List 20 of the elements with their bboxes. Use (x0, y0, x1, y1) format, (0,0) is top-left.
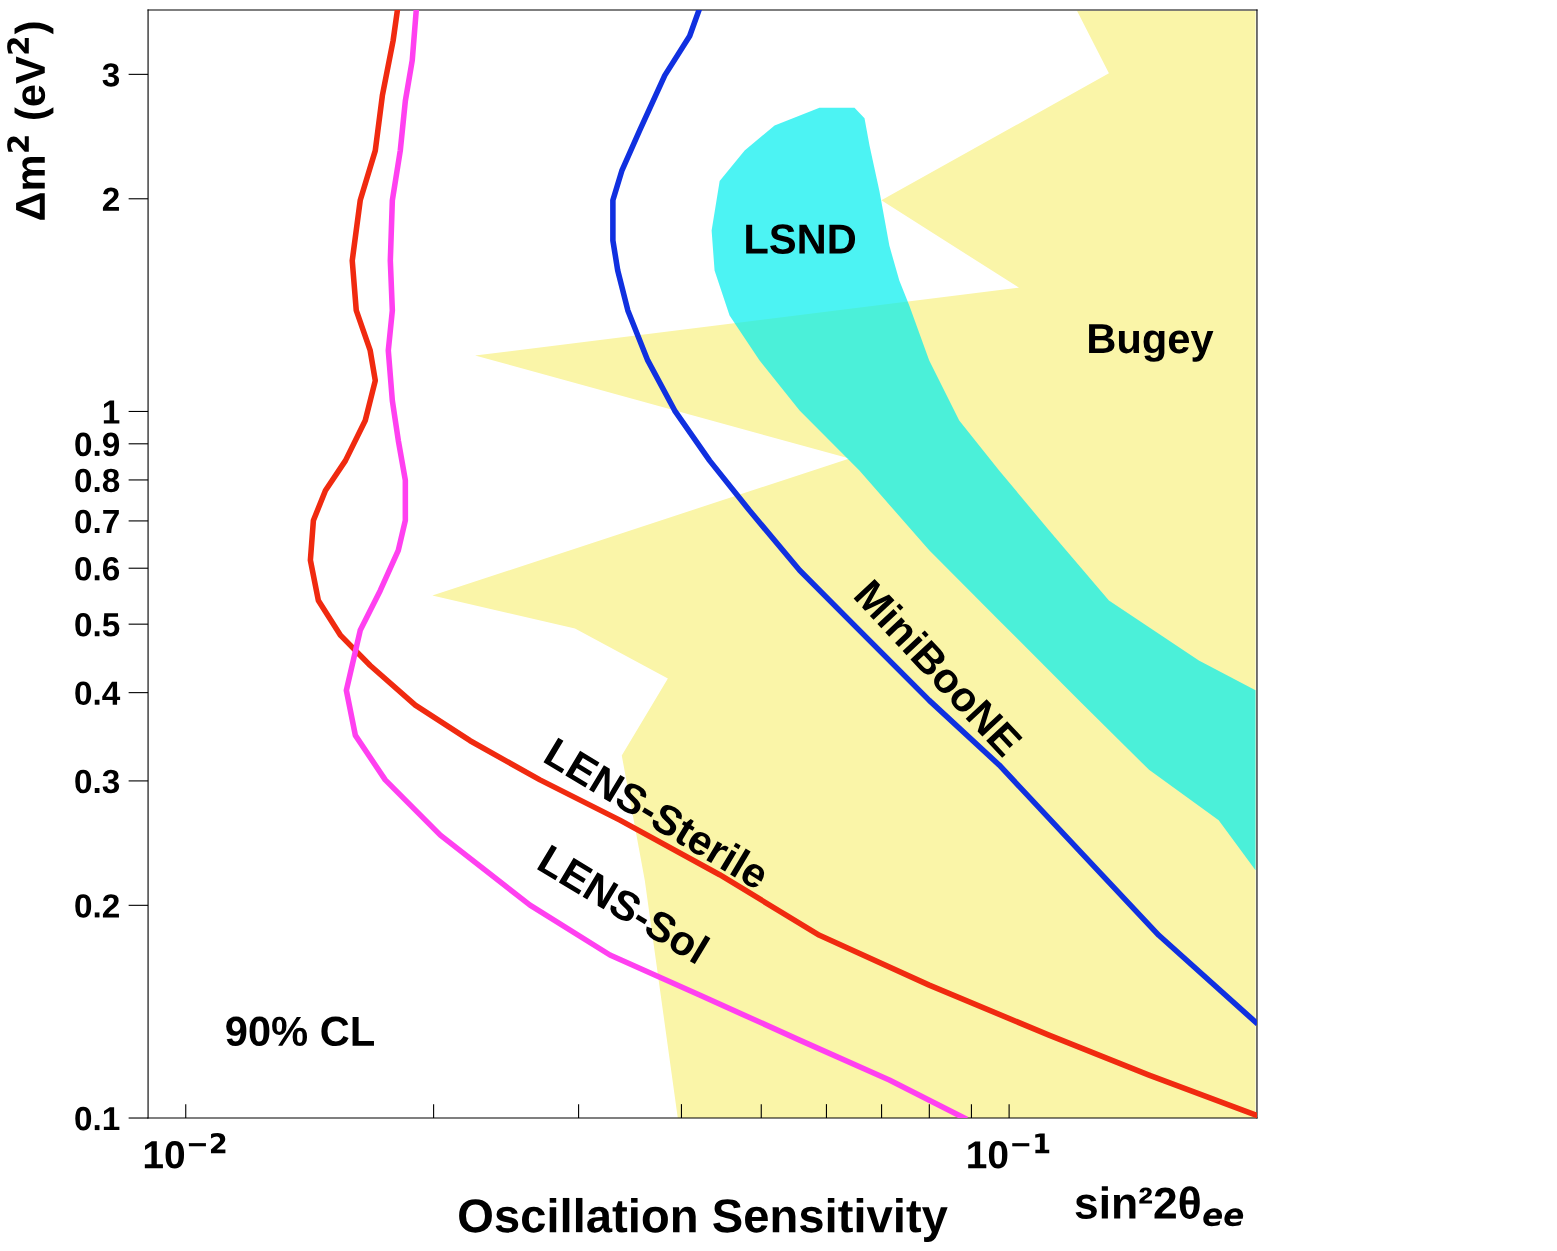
y-tick-label: 0.1 (75, 1106, 120, 1131)
y-tick-label: 0.9 (75, 432, 120, 457)
y-tick-label: 0.7 (75, 509, 119, 534)
text: sin²2θ$_{ee}$ (1075, 1186, 1244, 1227)
y-tick-label: 0.3 (75, 769, 120, 794)
series-label: LSND (746, 224, 856, 254)
y-tick-label: 2 (102, 187, 119, 211)
y-tick-label: 1 (103, 400, 120, 424)
y-tick-label: 0.2 (75, 894, 119, 918)
y-tick-label: 0.8 (75, 468, 120, 493)
x-axis-title: Oscillation Sensitivity (459, 1197, 948, 1242)
x-tick-label: 10$^{−1}$ (968, 1133, 1050, 1169)
series-label: Bugey (1089, 324, 1214, 362)
y-axis-title: Δm$^{2}$ (eV$^{2}$) (7, 22, 54, 220)
annotation: 90% CL (226, 1016, 374, 1047)
y-tick-label: 3 (102, 63, 120, 87)
y-tick-label: 0.6 (75, 557, 120, 581)
y-tick-label: 0.4 (75, 681, 121, 706)
x-tick-label: 10$^{−2}$ (144, 1133, 226, 1169)
y-tick-label: 0.5 (75, 612, 120, 637)
